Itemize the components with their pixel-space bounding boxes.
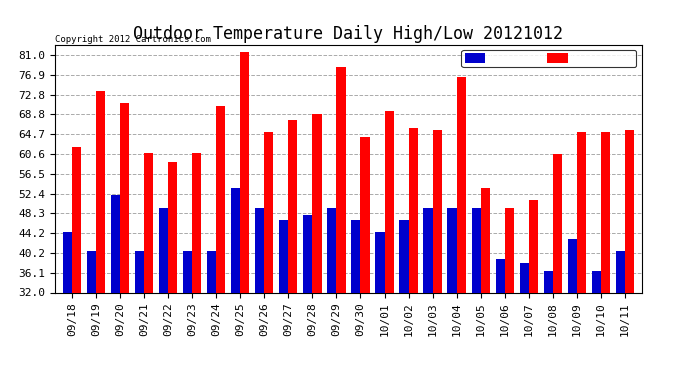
Bar xyxy=(159,208,168,292)
Bar xyxy=(255,208,264,292)
Bar xyxy=(72,147,81,292)
Bar xyxy=(568,239,577,292)
Bar xyxy=(168,162,177,292)
Bar xyxy=(471,208,481,292)
Bar xyxy=(495,258,504,292)
Bar xyxy=(279,220,288,292)
Bar xyxy=(216,106,226,292)
Bar xyxy=(457,76,466,292)
Bar xyxy=(625,130,634,292)
Bar xyxy=(577,132,586,292)
Bar xyxy=(384,111,393,292)
Bar xyxy=(351,220,360,292)
Bar xyxy=(120,103,129,292)
Bar xyxy=(601,132,610,292)
Bar xyxy=(400,220,408,292)
Bar xyxy=(553,154,562,292)
Bar xyxy=(408,128,417,292)
Bar xyxy=(207,251,216,292)
Bar xyxy=(193,153,201,292)
Legend: Low  (°F), High  (°F): Low (°F), High (°F) xyxy=(462,50,636,67)
Bar xyxy=(135,251,144,292)
Bar xyxy=(448,208,457,292)
Bar xyxy=(360,137,370,292)
Bar xyxy=(231,188,240,292)
Bar xyxy=(87,251,96,292)
Bar xyxy=(375,232,384,292)
Title: Outdoor Temperature Daily High/Low 20121012: Outdoor Temperature Daily High/Low 20121… xyxy=(133,26,564,44)
Bar xyxy=(313,114,322,292)
Bar xyxy=(144,153,153,292)
Bar xyxy=(424,208,433,292)
Bar xyxy=(592,271,601,292)
Bar xyxy=(327,208,337,292)
Text: Copyright 2012 Cartronics.com: Copyright 2012 Cartronics.com xyxy=(55,35,211,44)
Bar xyxy=(96,91,105,292)
Bar xyxy=(288,120,297,292)
Bar xyxy=(183,251,193,292)
Bar xyxy=(481,188,490,292)
Bar xyxy=(264,132,273,292)
Bar xyxy=(63,232,72,292)
Bar xyxy=(111,195,120,292)
Bar xyxy=(520,263,529,292)
Bar xyxy=(337,67,346,292)
Bar xyxy=(433,130,442,292)
Bar xyxy=(615,251,625,292)
Bar xyxy=(304,215,313,292)
Bar xyxy=(504,208,514,292)
Bar xyxy=(529,200,538,292)
Bar xyxy=(240,52,249,292)
Bar xyxy=(544,271,553,292)
